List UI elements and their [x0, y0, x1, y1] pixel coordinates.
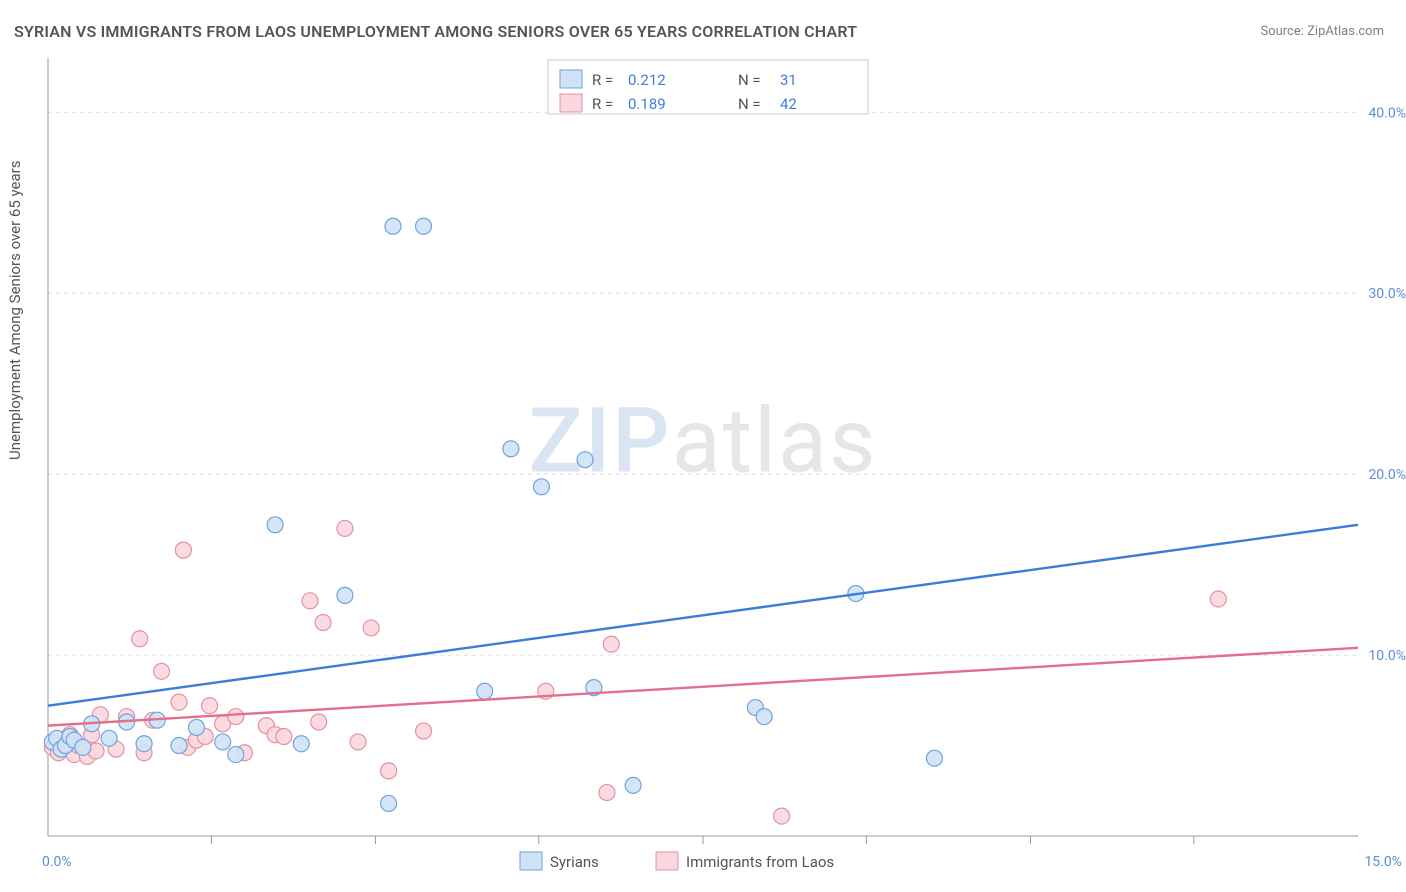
data-point-syrians	[381, 795, 397, 811]
data-point-laos	[302, 593, 318, 609]
data-point-laos	[202, 698, 218, 714]
data-point-syrians	[267, 517, 283, 533]
data-point-laos	[363, 620, 379, 636]
data-point-laos	[154, 663, 170, 679]
y-tick-label: 30.0%	[1368, 286, 1406, 302]
legend-r-value-syrians: 0.212	[628, 71, 666, 89]
data-point-syrians	[171, 738, 187, 754]
data-point-syrians	[293, 736, 309, 752]
data-point-syrians	[228, 747, 244, 763]
x-tick-label: 0.0%	[42, 854, 72, 870]
legend-r-label: R =	[592, 95, 613, 113]
y-tick-label: 10.0%	[1368, 648, 1406, 664]
regression-line-laos	[48, 648, 1358, 726]
data-point-syrians	[188, 719, 204, 735]
legend-n-label: N =	[738, 71, 761, 89]
x-tick-label: 15.0%	[1364, 854, 1402, 870]
legend-swatch-syrians	[560, 70, 582, 88]
data-point-syrians	[215, 734, 231, 750]
regression-line-syrians	[48, 525, 1358, 706]
scatter-plot: 10.0% 20.0% 30.0% 40.0% 0.0% 15.0% R = 0.212 N =…	[0, 0, 1406, 892]
legend-r-value-laos: 0.189	[628, 95, 666, 113]
legend-swatch-laos	[560, 94, 582, 112]
data-point-syrians	[75, 739, 91, 755]
data-point-laos	[381, 763, 397, 779]
data-point-laos	[774, 808, 790, 824]
data-point-laos	[171, 694, 187, 710]
data-point-laos	[311, 714, 327, 730]
data-point-laos	[228, 709, 244, 725]
data-point-syrians	[477, 683, 493, 699]
data-point-syrians	[337, 587, 353, 603]
data-point-laos	[132, 631, 148, 647]
y-tick-label: 40.0%	[1368, 105, 1406, 121]
legend-n-value-laos: 42	[780, 95, 797, 113]
data-point-syrians	[756, 709, 772, 725]
data-point-syrians	[625, 777, 641, 793]
series-legend-label: Immigrants from Laos	[686, 853, 834, 871]
series-legend-label: Syrians	[550, 853, 599, 871]
data-point-laos	[416, 723, 432, 739]
data-point-syrians	[101, 730, 117, 746]
data-point-laos	[603, 636, 619, 652]
data-point-syrians	[136, 736, 152, 752]
data-point-syrians	[577, 452, 593, 468]
data-point-laos	[276, 728, 292, 744]
data-point-syrians	[385, 218, 401, 234]
data-point-laos	[599, 785, 615, 801]
series-legend-swatch	[656, 852, 678, 870]
data-point-laos	[337, 520, 353, 536]
data-point-syrians	[416, 218, 432, 234]
legend-n-label: N =	[738, 95, 761, 113]
data-point-syrians	[926, 750, 942, 766]
data-point-laos	[350, 734, 366, 750]
data-point-syrians	[533, 479, 549, 495]
data-point-laos	[175, 542, 191, 558]
data-point-syrians	[503, 441, 519, 457]
data-point-laos	[315, 615, 331, 631]
legend-n-value-syrians: 31	[780, 71, 797, 89]
legend-r-label: R =	[592, 71, 613, 89]
y-tick-label: 20.0%	[1368, 467, 1406, 483]
data-point-laos	[1210, 591, 1226, 607]
series-legend-swatch	[520, 852, 542, 870]
